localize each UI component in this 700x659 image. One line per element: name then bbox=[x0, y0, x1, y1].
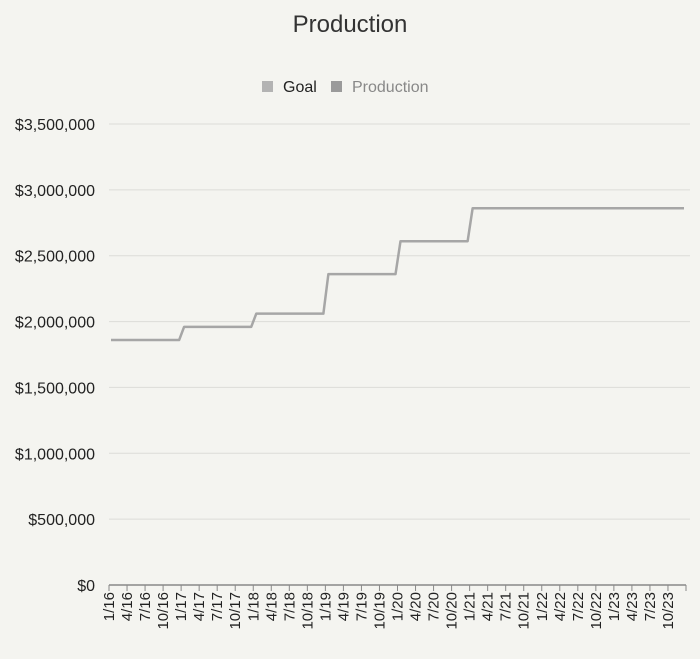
x-tick-label: 1/19 bbox=[317, 592, 334, 621]
y-tick-label: $2,000,000 bbox=[15, 315, 95, 332]
x-tick-label: 7/19 bbox=[353, 592, 370, 621]
y-tick-label: $2,500,000 bbox=[15, 249, 95, 266]
x-tick-label: 10/20 bbox=[444, 592, 461, 630]
x-tick-label: 7/18 bbox=[281, 592, 298, 621]
x-tick-label: 10/23 bbox=[660, 592, 677, 630]
y-tick-label: $1,500,000 bbox=[15, 380, 95, 397]
legend-goal-swatch bbox=[262, 81, 273, 92]
x-tick-label: 4/23 bbox=[624, 592, 641, 621]
x-tick-label: 7/17 bbox=[209, 592, 226, 621]
legend[interactable]: Goal Production bbox=[262, 79, 429, 96]
x-tick-label: 10/19 bbox=[371, 592, 388, 630]
x-tick-label: 7/16 bbox=[137, 592, 154, 621]
x-tick-label: 4/18 bbox=[263, 592, 280, 621]
legend-production-label: Production bbox=[352, 79, 429, 96]
x-tick-label: 4/22 bbox=[552, 592, 569, 621]
y-tick-label: $3,000,000 bbox=[15, 183, 95, 200]
series-line-goal[interactable] bbox=[111, 207, 684, 342]
x-tick-label: 7/21 bbox=[498, 592, 515, 621]
legend-item-production[interactable]: Production bbox=[331, 79, 429, 96]
chart-title: Production bbox=[293, 11, 408, 38]
x-tick-label: 1/16 bbox=[101, 592, 118, 621]
gridlines bbox=[109, 123, 690, 520]
x-tick-label: 4/17 bbox=[191, 592, 208, 621]
x-tick-label: 10/21 bbox=[516, 592, 533, 630]
y-tick-label: $0 bbox=[77, 578, 95, 595]
x-tick-label: 4/21 bbox=[480, 592, 497, 621]
x-tick-label: 7/20 bbox=[426, 592, 443, 621]
x-tick-label: 1/22 bbox=[534, 592, 551, 621]
x-tick-label: 1/23 bbox=[606, 592, 623, 621]
x-tick-label: 7/22 bbox=[570, 592, 587, 621]
x-tick-label: 7/23 bbox=[642, 592, 659, 621]
x-tick-label: 1/17 bbox=[173, 592, 190, 621]
y-tick-label: $3,500,000 bbox=[15, 117, 95, 134]
x-tick-label: 4/16 bbox=[119, 592, 136, 621]
x-tick-label: 1/21 bbox=[462, 592, 479, 621]
legend-item-goal[interactable]: Goal bbox=[262, 79, 317, 96]
x-tick-label: 1/18 bbox=[245, 592, 262, 621]
series-layer bbox=[111, 207, 684, 342]
y-tick-label: $500,000 bbox=[28, 512, 95, 529]
y-axis: $0 $500,000 $1,000,000 $1,500,000 $2,000,000… bbox=[15, 117, 95, 595]
x-tick-label: 10/17 bbox=[227, 592, 244, 630]
x-axis: 1/16 4/16 7/16 10/16 1/17 4/17 7/17 10/17 1/18 4/… bbox=[101, 584, 687, 630]
x-tick-label: 10/18 bbox=[299, 592, 316, 630]
x-tick-label: 1/20 bbox=[390, 592, 407, 621]
x-tick-label: 10/22 bbox=[588, 592, 605, 630]
y-tick-label: $1,000,000 bbox=[15, 446, 95, 463]
x-tick-label: 4/19 bbox=[335, 592, 352, 621]
x-tick-label: 10/16 bbox=[155, 592, 172, 630]
legend-goal-label: Goal bbox=[283, 79, 317, 96]
x-tick-label: 4/20 bbox=[408, 592, 425, 621]
legend-production-swatch bbox=[331, 81, 342, 92]
